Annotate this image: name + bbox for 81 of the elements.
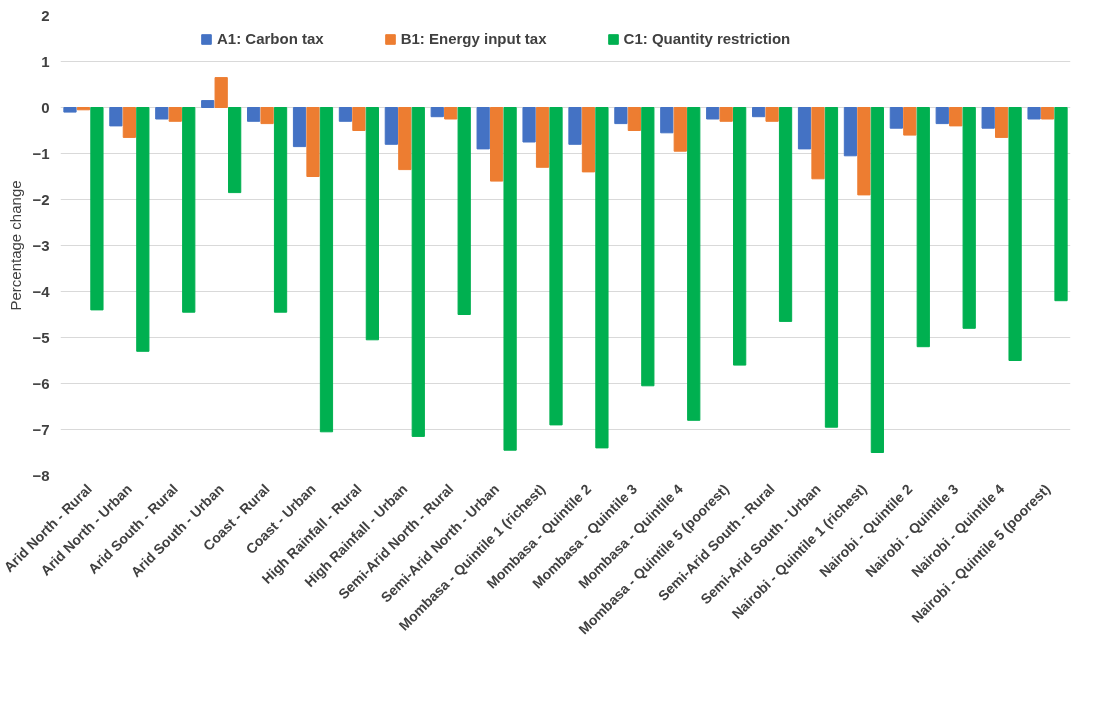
bar [843, 107, 858, 157]
bar [430, 107, 444, 118]
bar [476, 107, 490, 150]
y-tick-label: −6 [32, 374, 50, 392]
bar [338, 107, 353, 122]
bar [155, 107, 169, 120]
bar [581, 107, 596, 173]
bar [549, 107, 563, 426]
y-tick-label: −5 [32, 328, 50, 346]
bar [411, 107, 425, 437]
bar [568, 107, 582, 145]
bar [522, 107, 536, 143]
bar [752, 107, 766, 118]
bar [687, 107, 701, 421]
y-tick-label: 1 [41, 52, 50, 70]
bar [733, 107, 747, 366]
bar [797, 107, 812, 150]
bar [306, 107, 320, 177]
bar [916, 107, 930, 348]
y-tick-label: −3 [32, 236, 50, 254]
bar [352, 107, 366, 131]
bar [1027, 107, 1041, 120]
y-tick-label: −7 [32, 420, 50, 438]
bar [824, 107, 839, 428]
legend-label: A1: Carbon tax [217, 30, 324, 47]
bar [811, 107, 825, 180]
bar [292, 107, 307, 148]
y-tick-label: −4 [32, 282, 51, 300]
bar [673, 107, 687, 152]
bar [1054, 107, 1068, 302]
y-tick-label: −1 [32, 144, 50, 162]
bar [660, 107, 674, 134]
bar [228, 107, 242, 194]
bar [962, 107, 976, 329]
bar [168, 107, 182, 122]
bar [765, 107, 779, 122]
bar [109, 107, 123, 127]
bar [122, 107, 136, 138]
bar [444, 107, 458, 120]
bar [1008, 107, 1022, 361]
bar [627, 107, 641, 131]
y-tick-label: −2 [32, 190, 50, 208]
bar [981, 107, 995, 129]
bar [778, 107, 793, 322]
bar [614, 107, 628, 125]
bar [136, 107, 150, 352]
bar [719, 107, 733, 122]
bar [201, 100, 215, 108]
bar [490, 107, 504, 182]
bar [1040, 107, 1055, 120]
legend-label: C1: Quantity restriction [623, 30, 791, 47]
bar [76, 107, 91, 111]
bar [535, 107, 550, 168]
y-tick-label: 0 [41, 98, 50, 116]
bar [398, 107, 412, 171]
y-axis-title: Percentage change [7, 180, 25, 311]
bar [457, 107, 471, 315]
bar [182, 107, 196, 313]
bar [90, 107, 104, 311]
y-tick-label: −8 [32, 466, 50, 484]
bar [706, 107, 720, 120]
bar [935, 107, 949, 125]
bar [857, 107, 871, 196]
bar [63, 107, 77, 113]
bar [214, 77, 228, 108]
bar [319, 107, 334, 433]
bar [870, 107, 884, 453]
y-tick-label: 2 [41, 6, 50, 24]
bar [889, 107, 903, 129]
bar [273, 107, 288, 313]
bar [365, 107, 379, 341]
bar [995, 107, 1009, 138]
bar [641, 107, 655, 387]
bar [384, 107, 398, 145]
bar [247, 107, 261, 122]
bar [503, 107, 517, 451]
bar [949, 107, 963, 127]
bar [903, 107, 917, 136]
bar [260, 107, 274, 125]
bar [595, 107, 609, 449]
legend-label: B1: Energy input tax [400, 30, 547, 47]
